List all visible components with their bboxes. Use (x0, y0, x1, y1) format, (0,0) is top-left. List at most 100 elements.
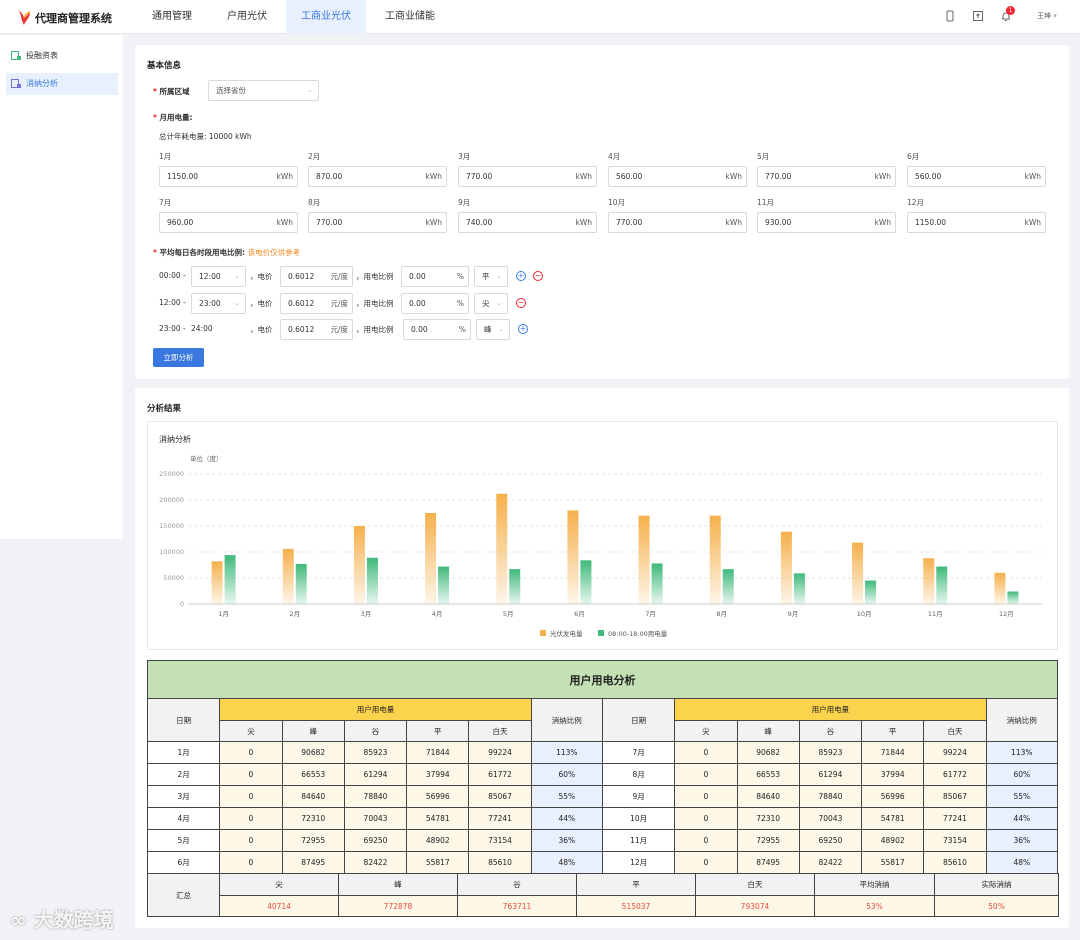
summary-head: 白天 (695, 873, 815, 896)
use-ratio-label: ，用电比例 (356, 299, 394, 308)
bar (496, 493, 508, 604)
row-date: 7月 (601, 741, 676, 764)
add-icon[interactable]: + (518, 324, 528, 334)
usage-table-wrap: 用户用电分析 日期 用户用电量 消纳比例 日期 用户用电量 消纳比例尖峰谷平白天尖峰谷平白天… (146, 660, 1059, 917)
month-input[interactable]: 1150.00 kWh (159, 166, 298, 187)
row-date: 5月 (146, 829, 221, 852)
add-icon[interactable]: + (516, 271, 526, 281)
row-value: 85610 (923, 851, 987, 874)
bar (580, 560, 592, 604)
ratio-label: * 平均每日各时段用电比例: 该电价仅供参考 (153, 248, 301, 257)
row-value: 85067 (923, 785, 987, 808)
month-input[interactable]: 770.00 kWh (458, 166, 597, 187)
row-date: 3月 (146, 785, 221, 808)
bar (651, 563, 663, 604)
basic-info-title: 基本信息 (147, 61, 182, 71)
month-value: 1150.00 (167, 172, 199, 181)
month-value: 1150.00 (915, 218, 947, 227)
chevron-down-icon: ⌄ (234, 272, 240, 280)
month-value: 560.00 (616, 172, 643, 181)
month-input[interactable]: 770.00 kWh (608, 212, 747, 233)
row-value: 90682 (736, 741, 800, 764)
summary-label: 汇总 (147, 873, 220, 917)
month-input[interactable]: 560.00 kWh (608, 166, 747, 187)
nav-commercial-storage[interactable]: 工商业储能 (385, 11, 435, 22)
row-value: 72955 (281, 829, 345, 852)
row-value: 0 (674, 763, 738, 786)
user-menu[interactable]: 王坤 ▾ (1037, 11, 1057, 21)
bar (567, 510, 579, 604)
y-axis-label: 单位（度） (190, 454, 223, 463)
sidebar-item-financing[interactable]: 投融资表 (6, 45, 118, 67)
bar (1007, 591, 1019, 604)
period-type-select[interactable]: 尖 ⌄ (474, 293, 508, 314)
row-value: 55817 (861, 851, 925, 874)
sidebar-item-consumption[interactable]: 消纳分析 (6, 73, 118, 95)
row-ratio: 113% (985, 741, 1059, 764)
month-input[interactable]: 870.00 kWh (308, 166, 447, 187)
price-input[interactable]: 0.6012 元/度 (280, 266, 353, 287)
summary-head: 峰 (338, 873, 458, 896)
legend-swatch (540, 630, 546, 636)
period-end-select[interactable]: 23:00 ⌄ (191, 293, 246, 314)
month-input[interactable]: 560.00 kWh (907, 166, 1046, 187)
unit-label: kWh (276, 218, 293, 227)
upload-icon[interactable] (972, 10, 984, 22)
remove-icon[interactable]: − (516, 298, 526, 308)
month-input[interactable]: 1150.00 kWh (907, 212, 1046, 233)
bar (793, 573, 805, 604)
legend-label: 08:00-18:00用电量 (608, 629, 668, 638)
month-input[interactable]: 930.00 kWh (757, 212, 896, 233)
x-tick-label: 7月 (645, 610, 656, 618)
month-input[interactable]: 740.00 kWh (458, 212, 597, 233)
month-label: 11月 (757, 198, 775, 207)
price-input[interactable]: 0.6012 元/度 (280, 293, 353, 314)
ratio-input[interactable]: 0.00% (403, 319, 471, 340)
ratio-input[interactable]: 0.00% (401, 293, 469, 314)
x-tick-label: 4月 (432, 610, 443, 618)
row-value: 61294 (798, 763, 863, 786)
row-value: 66553 (281, 763, 345, 786)
x-tick-label: 2月 (289, 610, 300, 618)
row-value: 0 (674, 851, 738, 874)
price-label: ，电价 (250, 299, 273, 308)
mobile-icon[interactable] (944, 10, 956, 22)
x-tick-label: 11月 (928, 610, 943, 618)
period-type-select[interactable]: 平 ⌄ (474, 266, 508, 287)
app-title: 代理商管理系统 (35, 12, 112, 25)
period-end-select[interactable]: 12:00 ⌄ (191, 266, 246, 287)
price-input[interactable]: 0.6012 元/度 (280, 319, 353, 340)
bar (709, 515, 721, 604)
row-ratio: 55% (530, 785, 603, 808)
nav-residential-pv[interactable]: 户用光伏 (227, 11, 267, 22)
nav-general[interactable]: 通用管理 (152, 11, 192, 22)
row-value: 61772 (468, 763, 532, 786)
sidebar-item-label: 投融资表 (26, 51, 58, 60)
row-ratio: 60% (985, 763, 1059, 786)
bar (282, 548, 294, 604)
x-tick-label: 9月 (788, 610, 799, 618)
x-tick-label: 3月 (361, 610, 372, 618)
bar (936, 566, 948, 604)
month-input[interactable]: 960.00 kWh (159, 212, 298, 233)
analyze-button[interactable]: 立即分析 (153, 348, 204, 367)
summary-head: 谷 (457, 873, 577, 896)
sidebar: 投融资表 消纳分析 (0, 35, 123, 539)
month-input[interactable]: 770.00 kWh (308, 212, 447, 233)
summary-head: 尖 (219, 873, 339, 896)
period-type-select[interactable]: 峰 ⌄ (476, 319, 510, 340)
period-start: 23:00 - (159, 324, 186, 333)
period-start: 00:00 - (159, 271, 186, 280)
region-select[interactable]: 选择省份 ⌄ (208, 80, 319, 101)
month-input[interactable]: 770.00 kWh (757, 166, 896, 187)
ratio-input[interactable]: 0.00% (401, 266, 469, 287)
nav-commercial-pv[interactable]: 工商业光伏 (286, 0, 366, 34)
month-value: 960.00 (167, 218, 194, 227)
row-value: 37994 (406, 763, 470, 786)
chart-icon (11, 79, 21, 88)
row-value: 78840 (798, 785, 863, 808)
monthly-label: * 月用电量: (153, 113, 193, 122)
y-tick-label: 0 (180, 600, 184, 608)
remove-icon[interactable]: − (533, 271, 543, 281)
month-value: 740.00 (466, 218, 493, 227)
